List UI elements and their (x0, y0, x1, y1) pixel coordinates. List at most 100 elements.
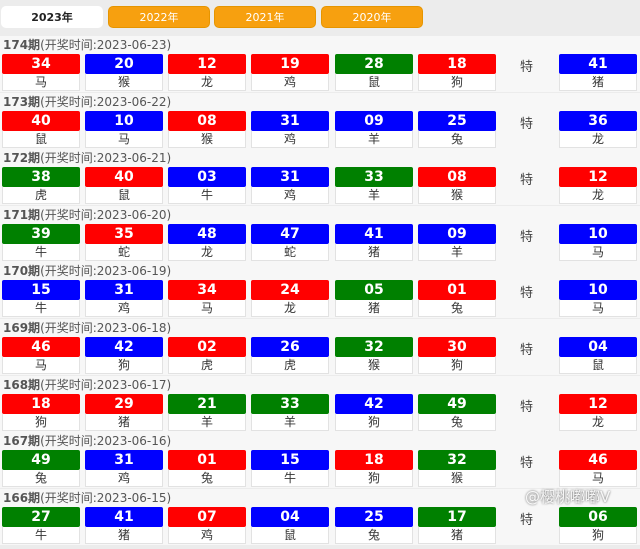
ball-cell: 41 猪 (335, 223, 413, 261)
ball-number: 31 (251, 167, 329, 188)
zodiac: 猪 (418, 526, 496, 544)
ball-cell: 32 猴 (418, 450, 496, 488)
draw-header: 173期(开奖时间:2023-06-22) (3, 95, 171, 109)
ball-number: 31 (85, 280, 163, 301)
ball-number: 49 (418, 393, 496, 414)
ball-number: 34 (2, 54, 80, 74)
special-label: 特 (520, 286, 534, 302)
zodiac: 马 (559, 243, 637, 261)
ball-cell: 31 鸡 (251, 110, 329, 148)
ball-cell: 12 龙 (559, 167, 637, 205)
ball-cell: 49 兔 (418, 393, 496, 431)
zodiac: 牛 (2, 300, 80, 318)
ball-cell: 47 蛇 (251, 223, 329, 261)
ball-number: 46 (2, 337, 80, 357)
ball-cell: 09 羊 (335, 110, 413, 148)
draw-header: 171期(开奖时间:2023-06-20) (3, 208, 171, 222)
zodiac: 牛 (2, 243, 80, 261)
year-tabs: 2023年 2022年 2021年 2020年 (0, 6, 640, 28)
ball-number: 20 (85, 54, 163, 74)
zodiac: 狗 (418, 357, 496, 374)
zodiac: 鼠 (251, 526, 329, 544)
zodiac: 龙 (559, 187, 637, 205)
ball-cell: 04 鼠 (559, 337, 637, 374)
ball-cell: 25 兔 (418, 110, 496, 148)
ball-cell: 10 马 (559, 223, 637, 261)
ball-cell: 03 牛 (168, 167, 246, 205)
zodiac: 牛 (168, 187, 246, 205)
ball-cell: 28 鼠 (335, 54, 413, 91)
ball-number: 24 (251, 280, 329, 301)
ball-number: 32 (418, 450, 496, 471)
ball-number: 39 (2, 223, 80, 244)
zodiac: 兔 (168, 470, 246, 488)
draw-time: (开奖时间:2023-06-17) (40, 377, 172, 392)
period: 174期 (3, 38, 41, 52)
ball-cell: 26 虎 (251, 337, 329, 374)
draw-header: 172期(开奖时间:2023-06-21) (3, 151, 171, 165)
zodiac: 龙 (251, 300, 329, 318)
draw-row: 169期(开奖时间:2023-06-18) 46 马 42 狗 02 虎 26 虎 32 猴 30 狗特… (0, 319, 640, 375)
special-label: 特 (520, 343, 534, 358)
zodiac: 猴 (335, 357, 413, 374)
ball-number: 33 (335, 167, 413, 188)
zodiac: 虎 (168, 357, 246, 374)
period: 167期 (3, 434, 41, 449)
special-label: 特 (520, 116, 534, 132)
ball-number: 21 (168, 393, 246, 414)
draw-row: 171期(开奖时间:2023-06-20) 39 牛 35 蛇 48 龙 47 蛇 41 猪 09 羊特… (0, 205, 640, 262)
ball-cell: 41 猪 (85, 506, 163, 544)
zodiac: 狗 (335, 470, 413, 488)
ball-number: 49 (2, 450, 80, 471)
draw-row: 174期(开奖时间:2023-06-23) 34 马 20 猴 12 龙 19 鸡 28 鼠 18 狗特… (0, 36, 640, 92)
ball-cell: 46 马 (2, 337, 80, 374)
ball-number: 08 (168, 110, 246, 131)
ball-cell: 36 龙 (559, 110, 637, 148)
ball-number: 10 (559, 223, 637, 244)
zodiac: 猴 (168, 130, 246, 148)
ball-number: 33 (251, 393, 329, 414)
zodiac: 鼠 (2, 130, 80, 148)
tab-2021[interactable]: 2021年 (214, 6, 316, 28)
draw-time: (开奖时间:2023-06-18) (40, 321, 172, 335)
tab-2023[interactable]: 2023年 (1, 6, 103, 28)
ball-number: 17 (418, 506, 496, 527)
ball-number: 34 (168, 280, 246, 301)
zodiac: 猪 (335, 243, 413, 261)
ball-cell: 01 兔 (168, 450, 246, 488)
draw-row: 172期(开奖时间:2023-06-21) 38 虎 40 鼠 03 牛 31 鸡 33 羊 08 猴特… (0, 149, 640, 206)
draw-header: 167期(开奖时间:2023-06-16) (3, 434, 171, 448)
draw-time: (开奖时间:2023-06-16) (40, 434, 172, 449)
ball-cell: 35 蛇 (85, 223, 163, 261)
ball-number: 05 (335, 280, 413, 301)
zodiac: 兔 (418, 300, 496, 318)
tab-2020[interactable]: 2020年 (321, 6, 423, 28)
special-label: 特 (520, 60, 534, 75)
ball-cell: 15 牛 (2, 280, 80, 318)
ball-number: 04 (559, 337, 637, 357)
period: 169期 (3, 321, 41, 335)
ball-cell: 41 猪 (559, 54, 637, 91)
period: 166期 (3, 490, 41, 505)
draw-time: (开奖时间:2023-06-15) (40, 490, 172, 505)
ball-cell: 48 龙 (168, 223, 246, 261)
ball-cell: 20 猴 (85, 54, 163, 91)
ball-number: 31 (85, 450, 163, 471)
zodiac: 狗 (335, 413, 413, 431)
draw-header: 166期(开奖时间:2023-06-15) (3, 491, 171, 505)
special-label: 特 (520, 173, 534, 189)
ball-number: 46 (559, 450, 637, 471)
ball-number: 06 (559, 506, 637, 527)
zodiac: 狗 (2, 413, 80, 431)
ball-number: 02 (168, 337, 246, 357)
period: 168期 (3, 377, 41, 392)
draw-header: 170期(开奖时间:2023-06-19) (3, 264, 171, 278)
tab-2022[interactable]: 2022年 (108, 6, 210, 28)
ball-cell: 31 鸡 (85, 280, 163, 318)
zodiac: 鸡 (251, 74, 329, 91)
zodiac: 鸡 (85, 300, 163, 318)
ball-cell: 17 猪 (418, 506, 496, 544)
ball-cell: 24 龙 (251, 280, 329, 318)
zodiac: 兔 (335, 526, 413, 544)
zodiac: 龙 (168, 243, 246, 261)
